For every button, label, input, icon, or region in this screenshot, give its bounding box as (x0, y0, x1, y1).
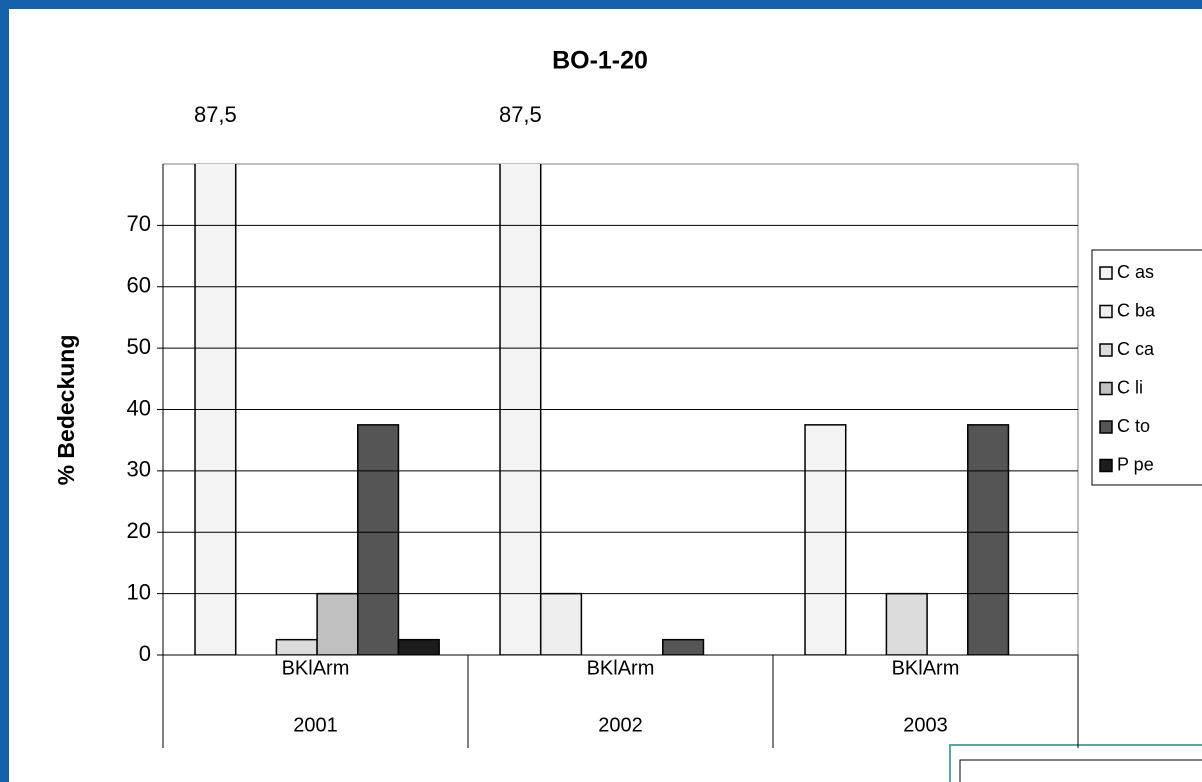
x-group-label: 2001 (293, 714, 338, 736)
bar (275, 638, 318, 655)
legend-label: C as (1117, 262, 1154, 282)
y-tick-label: 60 (127, 273, 151, 298)
y-tick-label: 30 (127, 457, 151, 482)
legend-swatch (1099, 266, 1113, 280)
bar (397, 638, 440, 655)
chart-title: BO-1-20 (552, 47, 648, 75)
bar (194, 164, 237, 655)
legend-label: P pe (1117, 454, 1154, 474)
legend-swatch (1099, 458, 1113, 473)
y-tick-label: 50 (127, 334, 151, 359)
bar (539, 592, 583, 655)
legend-swatch (1099, 304, 1113, 319)
y-tick-label: 0 (139, 641, 151, 666)
legend-label: C li (1117, 377, 1143, 397)
x-group-label: 2002 (598, 714, 643, 736)
y-tick-label: 20 (127, 518, 151, 543)
legend-label: C ca (1117, 339, 1155, 359)
y-tick-label: 40 (127, 395, 151, 420)
bar (967, 424, 1010, 655)
x-tick-label: BKlArm (892, 657, 960, 679)
bar (804, 424, 847, 655)
bar (499, 164, 542, 655)
bar (357, 424, 400, 655)
value-label: 87,5 (194, 102, 237, 127)
x-tick-label: BKlArm (587, 657, 655, 679)
x-group-label: 2003 (903, 714, 948, 736)
y-tick-label: 10 (127, 579, 151, 604)
y-axis-label: % Bedeckung (53, 335, 79, 486)
bar (885, 592, 928, 655)
note-box-inner (959, 759, 1202, 782)
x-tick-label: BKlArm (282, 657, 350, 679)
bar (662, 638, 705, 655)
value-label: 87,5 (499, 102, 542, 127)
bar (316, 592, 359, 655)
legend-swatch (1099, 420, 1113, 434)
legend (1091, 249, 1202, 486)
legend-swatch (1099, 381, 1113, 396)
y-tick-label: 70 (127, 211, 151, 236)
legend-label: C ba (1117, 300, 1156, 320)
legend-label: C to (1117, 416, 1150, 436)
legend-swatch (1099, 343, 1113, 357)
